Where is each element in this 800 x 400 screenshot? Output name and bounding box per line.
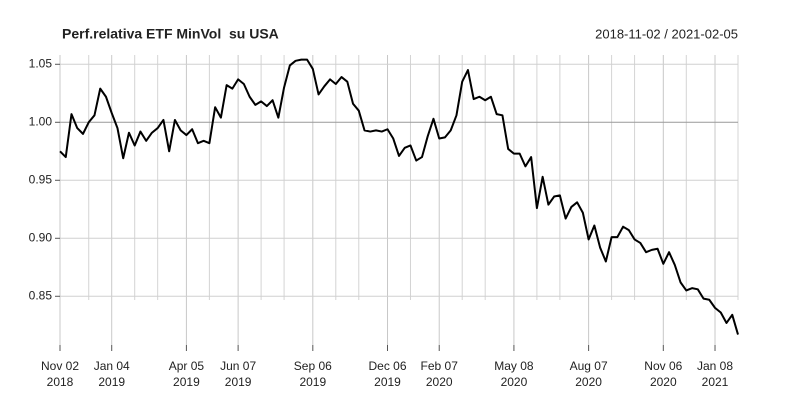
y-tick-label: 0.85	[29, 288, 53, 302]
x-tick-label: Aug 07	[570, 359, 608, 373]
x-tick-label: Nov 02	[41, 359, 79, 373]
x-tick-label: 2020	[650, 375, 677, 389]
x-tick-label: 2019	[173, 375, 200, 389]
data-line	[59, 58, 739, 335]
y-tick-label: 1.00	[29, 114, 53, 128]
x-tick-label: Dec 06	[368, 359, 406, 373]
x-tick-label: Nov 06	[644, 359, 682, 373]
date-range: 2018-11-02 / 2021-02-05	[595, 26, 738, 41]
x-tick-label: 2020	[575, 375, 602, 389]
y-tick-label: 0.95	[29, 172, 53, 186]
x-tick-label: Feb 07	[421, 359, 459, 373]
x-tick-label: May 08	[494, 359, 534, 373]
chart-title: Perf.relativa ETF MinVol su USA	[62, 26, 279, 42]
x-tick-label: 2019	[374, 375, 401, 389]
x-tick-label: 2020	[501, 375, 528, 389]
x-tick-label: 2021	[702, 375, 729, 389]
x-tick-label: Jun 07	[220, 359, 256, 373]
x-tick-label: Sep 06	[294, 359, 332, 373]
x-tick-label: Jan 08	[697, 359, 733, 373]
y-tick-label: 1.05	[29, 56, 53, 70]
x-tick-label: 2019	[225, 375, 252, 389]
x-tick-label: Jan 04	[94, 359, 130, 373]
x-tick-label: 2020	[426, 375, 453, 389]
x-tick-label: 2019	[98, 375, 125, 389]
x-tick-label: Apr 05	[169, 359, 205, 373]
y-tick-label: 0.90	[29, 230, 53, 244]
x-tick-label: 2019	[299, 375, 326, 389]
x-tick-label: 2018	[47, 375, 74, 389]
